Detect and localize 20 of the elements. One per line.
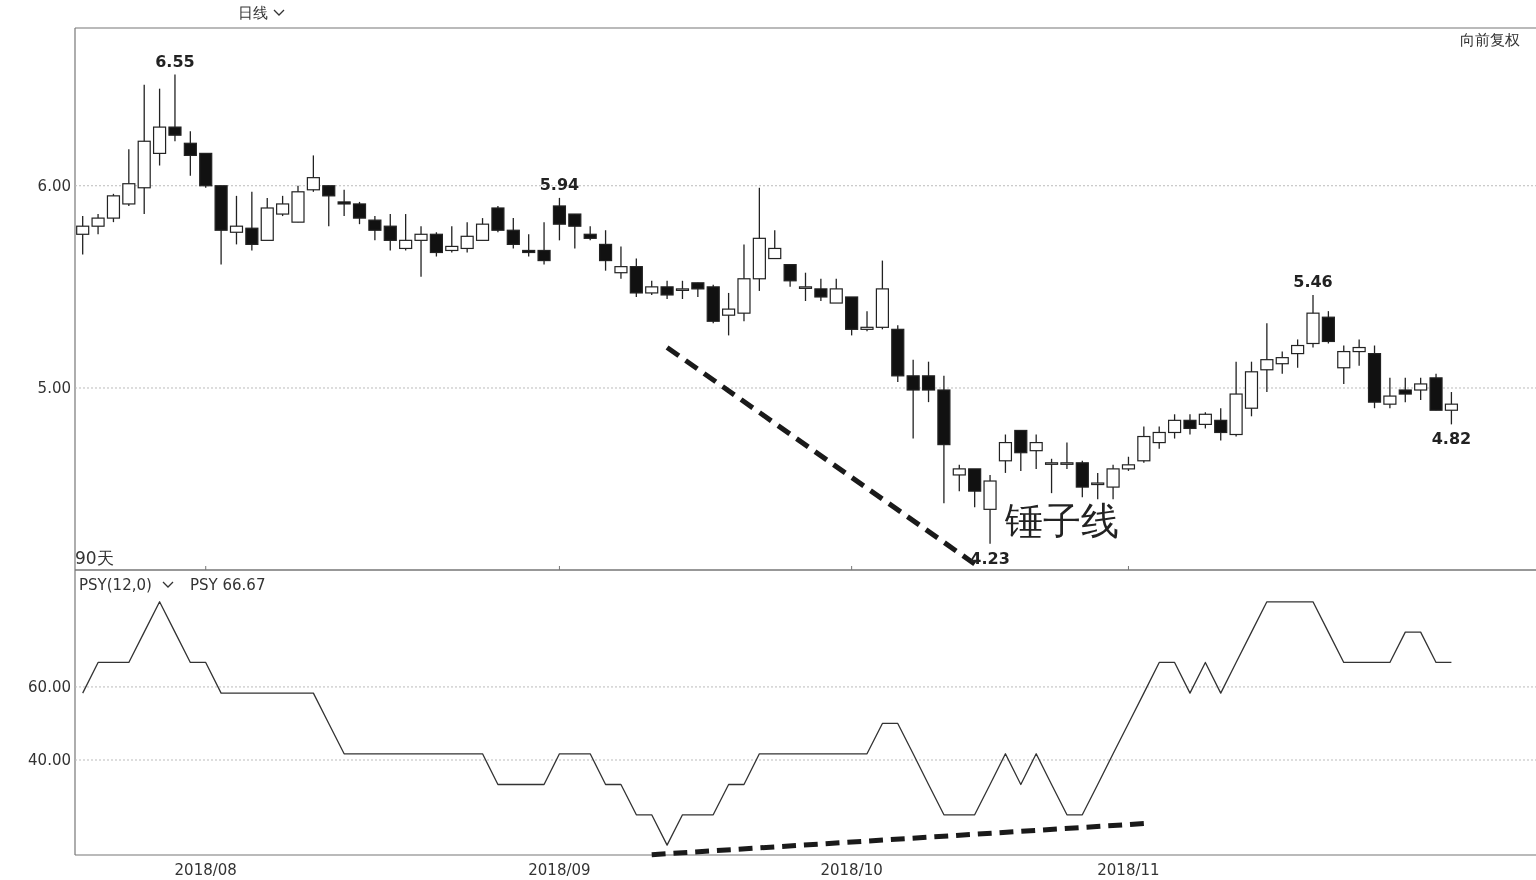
line-series [82,601,1453,846]
chart-subtitle: 向前复权 [1460,31,1520,49]
annotation: 4.82 [1431,429,1472,449]
x-tick-label: 2018/09 [528,861,591,879]
annotation: 4.23 [970,548,1010,568]
annotation: 5.94 [539,174,580,194]
y-tick-label: 5.00 [37,378,71,397]
y-tick-label: 6.00 [37,176,71,195]
x-tick-label: 2018/11 [1097,861,1160,879]
text: PSY 66.67 [190,576,266,594]
text: PSY(12,0) [79,576,152,594]
annotation: 6.55 [155,51,195,71]
x-tick-label: 2018/10 [820,861,883,879]
chart-title: 日线 [238,4,268,22]
y-tick-label: 60.00 [28,677,71,696]
annotation: 5.46 [1293,271,1333,291]
annotation: 90天 [75,548,114,568]
y-tick-label: 40.00 [28,751,71,769]
annotation: 锤子线 [1004,498,1120,543]
x-tick-label: 2018/08 [174,861,237,879]
